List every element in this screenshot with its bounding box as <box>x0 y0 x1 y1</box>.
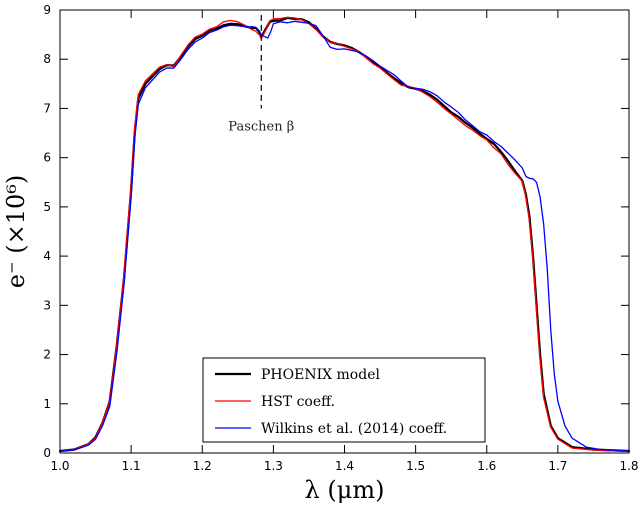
series-layer <box>58 16 631 453</box>
legend-layer: PHOENIX model HST coeff. Wilkins et al. (2… <box>202 357 486 443</box>
x-tick-label-1: 1.1 <box>122 459 141 473</box>
y-tick-label-0: 0 <box>43 446 51 460</box>
x-tick-label-3: 1.3 <box>264 459 283 473</box>
y-tick-label-9: 9 <box>43 3 51 17</box>
x-tick-label-4: 1.4 <box>335 459 354 473</box>
x-axis-title: λ (μm) <box>305 476 385 504</box>
x-tick-label-0: 1.0 <box>50 459 69 473</box>
y-tick-label-1: 1 <box>43 397 51 411</box>
legend-label-1: PHOENIX model <box>261 367 380 383</box>
y-axis-title: e⁻ (×10⁶) <box>2 175 30 289</box>
x-tick-label-6: 1.6 <box>477 459 496 473</box>
series-line-3 <box>59 20 630 452</box>
y-tick-label-4: 4 <box>43 249 51 263</box>
axes-layer: 1.0 1.1 1.2 1.3 1.4 1.5 1.6 1.7 1.8 0 1 2 3 4 5 6 7 8 9 λ (… <box>2 3 639 504</box>
y-tick-label-2: 2 <box>43 348 51 362</box>
x-tick-label-5: 1.5 <box>406 459 425 473</box>
legend-label-2: HST coeff. <box>261 394 335 410</box>
y-tick-label-3: 3 <box>43 298 51 312</box>
x-tick-label-8: 1.8 <box>619 459 638 473</box>
annotation-layer: Paschen β <box>228 14 294 134</box>
x-tick-label-2: 1.2 <box>193 459 212 473</box>
y-tick-label-8: 8 <box>43 52 51 66</box>
y-tick-label-6: 6 <box>43 151 51 165</box>
legend-label-3: Wilkins et al. (2014) coeff. <box>261 421 447 437</box>
y-tick-label-5: 5 <box>43 200 51 214</box>
paschen-beta-label: Paschen β <box>228 119 294 134</box>
x-tick-label-7: 1.7 <box>548 459 567 473</box>
y-tick-label-7: 7 <box>43 101 51 115</box>
